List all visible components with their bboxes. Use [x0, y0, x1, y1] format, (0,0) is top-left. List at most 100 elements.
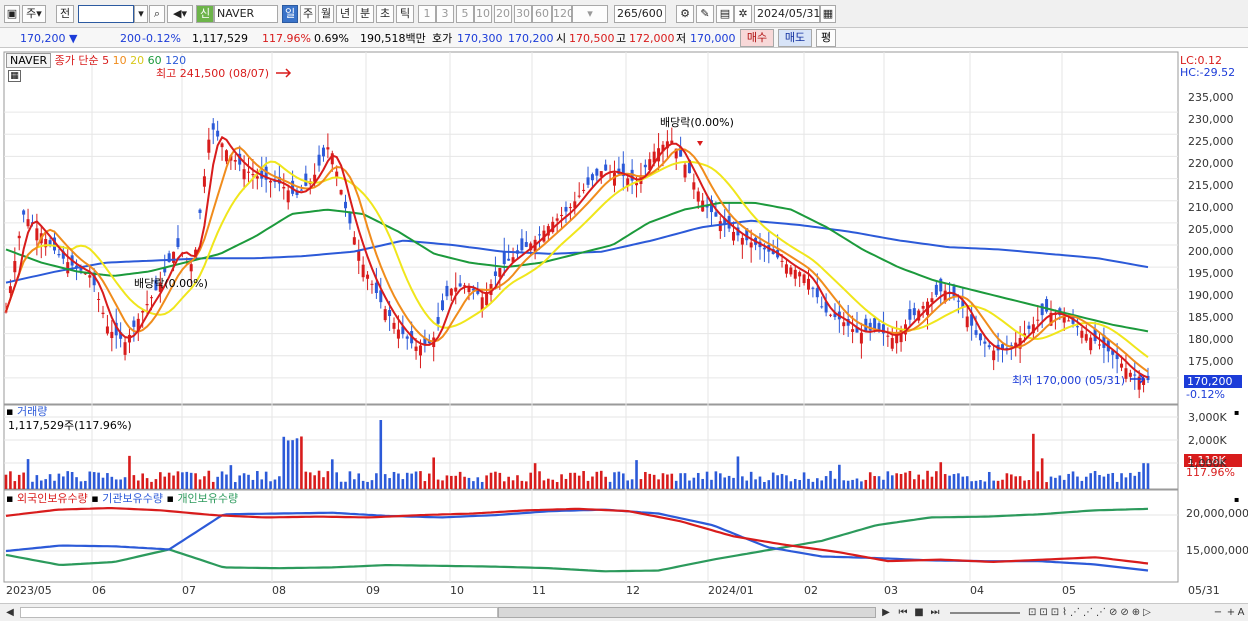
- candle-body: [723, 218, 727, 226]
- interval-5-button[interactable]: 30: [514, 5, 532, 23]
- table-icon[interactable]: ▦: [8, 70, 21, 82]
- zoom-out-icon[interactable]: −: [1213, 607, 1223, 618]
- interval-0-button[interactable]: 1: [418, 5, 436, 23]
- draw-icon[interactable]: ✎: [696, 5, 714, 23]
- period-0-button[interactable]: 일: [282, 5, 298, 23]
- volume-bar: [952, 474, 956, 489]
- interval-dropdown[interactable]: ▾: [572, 5, 608, 23]
- current-price: 170,200 ▼: [20, 32, 78, 45]
- candle-body: [899, 328, 903, 343]
- candle-body: [392, 322, 396, 329]
- volume-bar: [159, 472, 162, 489]
- zoom-slider[interactable]: [950, 612, 1020, 614]
- candle-body: [1128, 372, 1132, 377]
- volume-bar: [670, 473, 674, 489]
- period-3-button[interactable]: 년: [336, 5, 354, 23]
- period-select[interactable]: 주▾: [22, 5, 46, 23]
- volume-bar: [485, 475, 488, 489]
- save-icon[interactable]: ▤: [716, 5, 734, 23]
- candle-body: [145, 304, 149, 306]
- holding-panel-close-icon[interactable]: ▪: [1234, 495, 1240, 504]
- volume-bar: [278, 476, 281, 489]
- candle-body: [1137, 376, 1141, 390]
- chart-scrollbar[interactable]: ◀ ▶ ⏮ ■ ⏭ ⊡⊡⊡⌇⋰⋰⋰⊘⊘⊕▷ − + A: [0, 603, 1248, 621]
- candle-body: [233, 160, 237, 162]
- candle-body: [105, 326, 109, 334]
- x-axis-label: 05: [1062, 584, 1076, 597]
- volume-current-pct: 117.96%: [1186, 466, 1235, 479]
- window-icon[interactable]: ▣: [4, 5, 20, 23]
- candle-body: [670, 140, 674, 144]
- volume-bar: [1054, 477, 1057, 489]
- volume-panel-close-icon[interactable]: ▪: [1234, 408, 1240, 417]
- price-tick-label: 225,000: [1188, 135, 1234, 148]
- candle-body: [216, 130, 220, 137]
- volume-bar: [295, 438, 299, 489]
- first-page-icon[interactable]: ⏮: [898, 607, 908, 618]
- volume-bar: [666, 474, 669, 489]
- flat-button[interactable]: 평: [816, 29, 836, 47]
- settings-icon[interactable]: ✲: [734, 5, 752, 23]
- volume-bar: [630, 479, 634, 489]
- volume-bar: [467, 477, 471, 489]
- date-input[interactable]: 2024/05/31: [754, 5, 820, 23]
- candle-body: [745, 228, 749, 241]
- candle-body: [401, 326, 405, 335]
- volume-bar: [194, 473, 197, 489]
- prev-button[interactable]: 전: [56, 5, 74, 23]
- interval-1-button[interactable]: 3: [436, 5, 454, 23]
- volume-bar: [714, 471, 718, 489]
- stock-name-field[interactable]: NAVER: [214, 5, 278, 23]
- volume-bar: [577, 475, 581, 489]
- volume-bar: [432, 457, 435, 489]
- volume-bar: [128, 455, 131, 489]
- period-1-button[interactable]: 주: [300, 5, 316, 23]
- x-axis-label: 08: [272, 584, 286, 597]
- scroll-thumb[interactable]: [498, 607, 876, 618]
- scroll-right-icon[interactable]: ▶: [882, 607, 890, 618]
- last-page-icon[interactable]: ⏭: [930, 607, 940, 618]
- candle-body: [202, 176, 206, 187]
- volume-bar: [816, 478, 819, 489]
- scroll-track[interactable]: [20, 607, 498, 618]
- volume-bar: [247, 474, 250, 489]
- calendar-icon[interactable]: ▦: [820, 5, 836, 23]
- period-2-button[interactable]: 월: [318, 5, 334, 23]
- sell-button[interactable]: 매도: [778, 29, 812, 47]
- period-4-button[interactable]: 분: [356, 5, 374, 23]
- code-dropdown-icon[interactable]: ▾: [134, 5, 148, 23]
- tool-icon[interactable]: ⚙: [676, 5, 694, 23]
- period-5-button[interactable]: 초: [376, 5, 394, 23]
- interval-7-button[interactable]: 120: [552, 5, 574, 23]
- search-icon[interactable]: ⌕: [149, 5, 165, 23]
- candle-body: [917, 310, 921, 321]
- volume-bar: [719, 473, 722, 489]
- volume-bar: [1115, 481, 1119, 489]
- price-value: 170,200: [20, 32, 66, 45]
- count-input[interactable]: 265/600: [614, 5, 666, 23]
- candle-body: [1120, 363, 1124, 368]
- candle-body: [974, 330, 978, 335]
- period-6-button[interactable]: 틱: [396, 5, 414, 23]
- volume-bar: [339, 481, 343, 489]
- interval-4-button[interactable]: 20: [494, 5, 512, 23]
- volume-bar: [392, 471, 396, 489]
- candle-body: [1142, 378, 1146, 386]
- text-tool-icon[interactable]: A: [1237, 607, 1245, 618]
- drawing-tools-icon[interactable]: ⊡⊡⊡⌇⋰⋰⋰⊘⊘⊕▷: [1028, 607, 1154, 618]
- volume-bar: [132, 475, 136, 489]
- stock-chart-canvas[interactable]: [0, 49, 1248, 604]
- interval-2-button[interactable]: 5: [456, 5, 474, 23]
- stop-icon[interactable]: ■: [914, 607, 924, 618]
- volume-bar: [736, 456, 740, 489]
- code-input[interactable]: 035420: [78, 5, 134, 23]
- interval-3-button[interactable]: 10: [474, 5, 492, 23]
- zoom-in-icon[interactable]: +: [1226, 607, 1236, 618]
- volume-bar: [454, 475, 458, 489]
- candle-body: [824, 301, 828, 313]
- scroll-left-icon[interactable]: ◀: [6, 607, 14, 618]
- buy-button[interactable]: 매수: [740, 29, 774, 47]
- volume-bar: [141, 473, 144, 489]
- speaker-icon[interactable]: ◀▾: [167, 5, 193, 23]
- interval-6-button[interactable]: 60: [532, 5, 552, 23]
